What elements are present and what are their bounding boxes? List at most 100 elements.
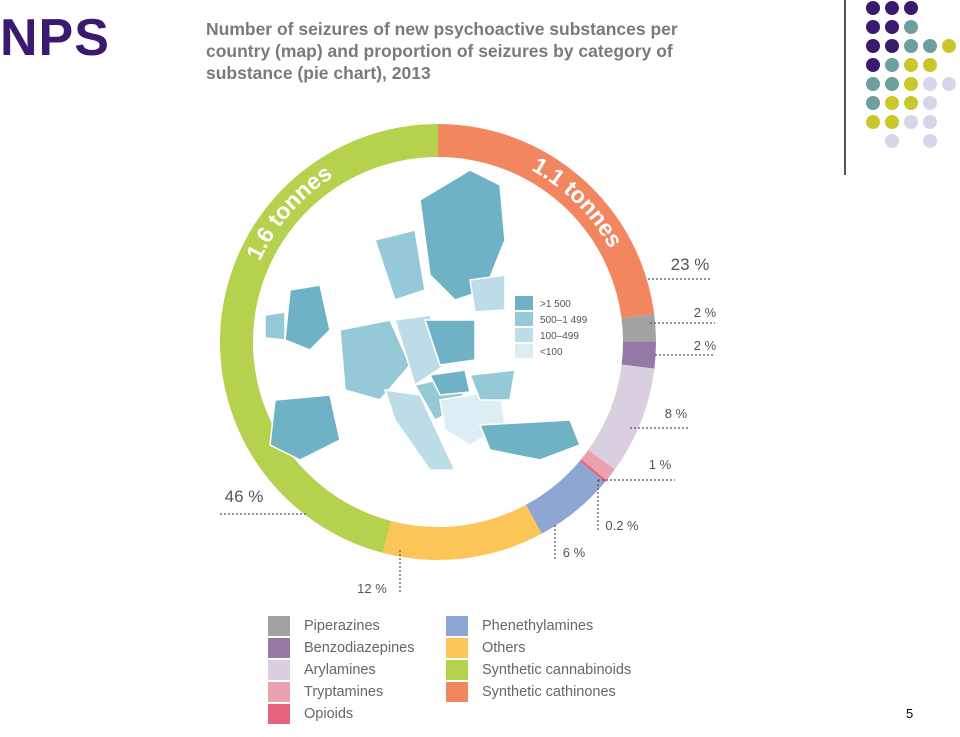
map-country [374, 229, 426, 301]
slice-percent-label: 23 % [671, 255, 710, 274]
slice-percent-label: 46 % [225, 487, 264, 506]
map-legend-label: <100 [540, 347, 563, 358]
map-country [419, 169, 506, 301]
slide-title: NPS [0, 9, 110, 67]
map-legend-label: 500–1 499 [540, 315, 588, 326]
slice-percent-label: 8 % [665, 406, 688, 421]
decorative-dot [923, 58, 937, 72]
map-legend-swatch [515, 312, 533, 326]
decorative-dot [885, 96, 899, 110]
map-legend-swatch [515, 328, 533, 342]
map-legend: >1 500 500–1 499 100–499 <100 [515, 296, 588, 358]
legend-item-opioids: Opioids [268, 704, 353, 724]
decorative-dot [904, 115, 918, 129]
decorative-dot [885, 20, 899, 34]
decorative-dot [904, 1, 918, 15]
legend-item-phenethylamines: Phenethylamines [446, 616, 593, 636]
legend-swatch [268, 682, 290, 702]
decorative-dot [904, 20, 918, 34]
decorative-dot [885, 134, 899, 148]
legend-label: Benzodiazepines [304, 640, 415, 656]
decorative-dot [923, 115, 937, 129]
map-country [469, 274, 506, 313]
map-legend-swatch [515, 296, 533, 310]
chart-title-line-3: substance (pie chart), 2013 [206, 63, 431, 83]
donut-slice-tryptamines [581, 450, 615, 481]
chart-legend: Piperazines Benzodiazepines Arylamines T… [268, 616, 688, 728]
decorative-dot [885, 115, 899, 129]
decorative-dot [866, 77, 880, 91]
decorative-dot [942, 77, 956, 91]
legend-item-tryptamines: Tryptamines [268, 682, 383, 702]
decorative-dot [904, 58, 918, 72]
map-country [428, 369, 471, 396]
legend-label: Opioids [304, 706, 354, 722]
legend-label: Arylamines [304, 662, 376, 678]
map-country [339, 319, 411, 401]
decorative-dot [885, 1, 899, 15]
legend-item-others: Others [446, 638, 526, 658]
legend-item-synthetic-cannabinoids: Synthetic cannabinoids [446, 660, 631, 680]
slice-percent-label: 1 % [649, 457, 672, 472]
europe-map [264, 169, 581, 471]
legend-label: Phenethylamines [482, 618, 594, 634]
donut-slice-benzodiazepines [621, 341, 656, 369]
decorative-dot [942, 39, 956, 53]
decorative-dot [904, 39, 918, 53]
decorative-dot [885, 58, 899, 72]
donut-slice-synthetic-cathinones [438, 124, 655, 319]
donut-slice-opioids [579, 459, 607, 483]
legend-label: Others [482, 640, 526, 656]
decorative-dot [866, 58, 880, 72]
map-country [383, 389, 457, 471]
decorative-dot [866, 39, 880, 53]
legend-swatch [446, 616, 468, 636]
decorative-dot [923, 96, 937, 110]
slice-percent-label: 2 % [694, 305, 717, 320]
divider-line [844, 0, 846, 175]
slice-percent-label: 12 % [357, 581, 387, 596]
legend-swatch [446, 682, 468, 702]
decorative-dot [866, 96, 880, 110]
decorative-dot [923, 134, 937, 148]
legend-label: Piperazines [304, 618, 380, 634]
decorative-dot [923, 77, 937, 91]
legend-swatch [268, 660, 290, 680]
legend-label: Synthetic cathinones [482, 684, 616, 700]
map-legend-label: 100–499 [540, 331, 579, 342]
decorative-dot [885, 77, 899, 91]
map-country [423, 319, 476, 366]
map-legend-label: >1 500 [540, 299, 571, 310]
legend-swatch [446, 638, 468, 658]
map-country [264, 311, 286, 341]
decorative-dot [885, 39, 899, 53]
chart-title-line-2: country (map) and proportion of seizures… [206, 41, 673, 61]
donut-slice-others [382, 504, 542, 560]
legend-label: Synthetic cannabinoids [482, 662, 632, 678]
decorative-dot [866, 115, 880, 129]
map-country [478, 419, 581, 461]
chart-title-line-1: Number of seizures of new psychoactive s… [206, 19, 678, 39]
legend-swatch [268, 616, 290, 636]
legend-item-benzodiazepines: Benzodiazepines [268, 638, 414, 658]
slice-percent-label: 2 % [694, 338, 717, 353]
donut-slice-phenethylamines [525, 461, 605, 534]
decorative-dot [904, 77, 918, 91]
legend-item-piperazines: Piperazines [268, 616, 380, 636]
legend-swatch [446, 660, 468, 680]
decorative-dot [904, 96, 918, 110]
map-country [468, 369, 516, 401]
legend-label: Tryptamines [304, 684, 384, 700]
donut-slice-piperazines [621, 314, 656, 342]
legend-swatch [268, 638, 290, 658]
map-legend-swatch [515, 344, 533, 358]
decorative-dot-grid [866, 1, 956, 148]
map-country [284, 284, 331, 351]
chart-title: Number of seizures of new psychoactive s… [206, 18, 726, 84]
slice-percent-label: 0.2 % [605, 518, 639, 533]
page-number: 5 [906, 706, 914, 721]
map-country [269, 394, 341, 461]
legend-item-arylamines: Arylamines [268, 660, 376, 680]
decorative-dot [866, 1, 880, 15]
